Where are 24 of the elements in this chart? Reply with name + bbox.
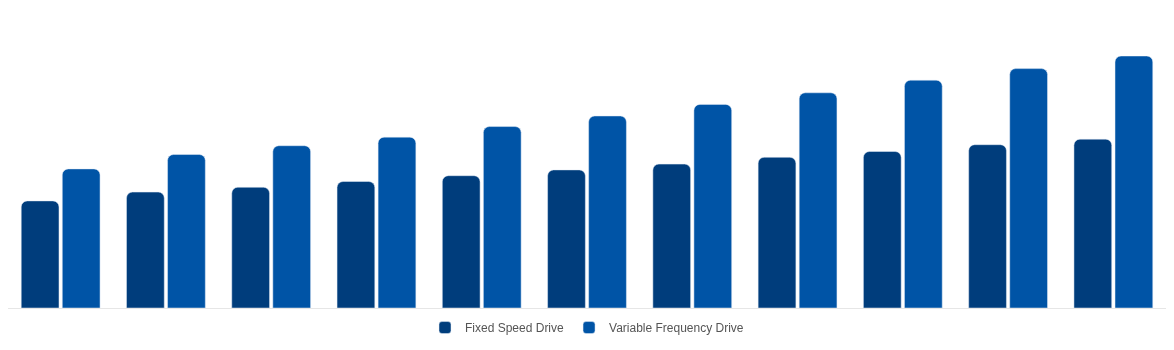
legend-label: Fixed Speed Drive — [465, 321, 565, 336]
bar — [693, 104, 732, 308]
bar — [272, 145, 311, 308]
bar — [798, 92, 838, 308]
bar — [547, 169, 586, 308]
bar — [126, 191, 165, 308]
bar — [62, 168, 101, 308]
bar — [167, 154, 206, 308]
bar — [1114, 56, 1154, 308]
legend-label: Variable Frequency Drive — [609, 321, 744, 336]
bar — [231, 187, 270, 308]
bar — [863, 151, 902, 308]
bar — [904, 79, 943, 308]
bar — [588, 115, 627, 308]
bar — [968, 144, 1007, 308]
bar — [20, 200, 60, 308]
bar — [442, 175, 481, 308]
bar — [757, 157, 797, 308]
bar — [652, 163, 691, 308]
bar — [336, 181, 376, 308]
bar — [377, 136, 417, 308]
bar — [1009, 68, 1048, 308]
bar — [483, 126, 522, 308]
bar — [1073, 138, 1112, 308]
